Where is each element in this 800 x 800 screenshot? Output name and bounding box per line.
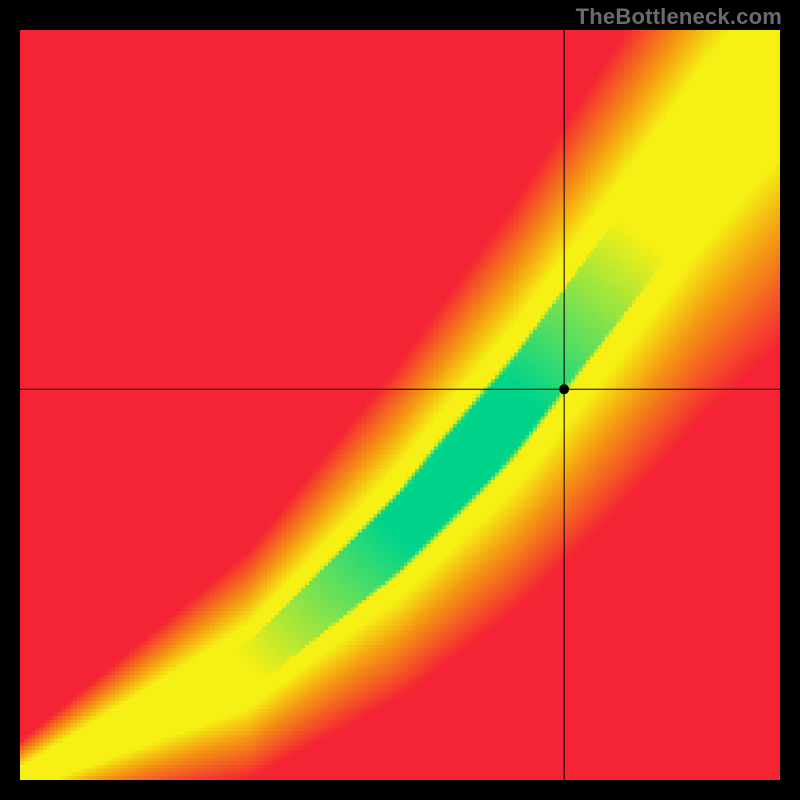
bottleneck-heatmap xyxy=(20,30,780,780)
watermark-text: TheBottleneck.com xyxy=(576,4,782,30)
chart-frame: TheBottleneck.com xyxy=(0,0,800,800)
